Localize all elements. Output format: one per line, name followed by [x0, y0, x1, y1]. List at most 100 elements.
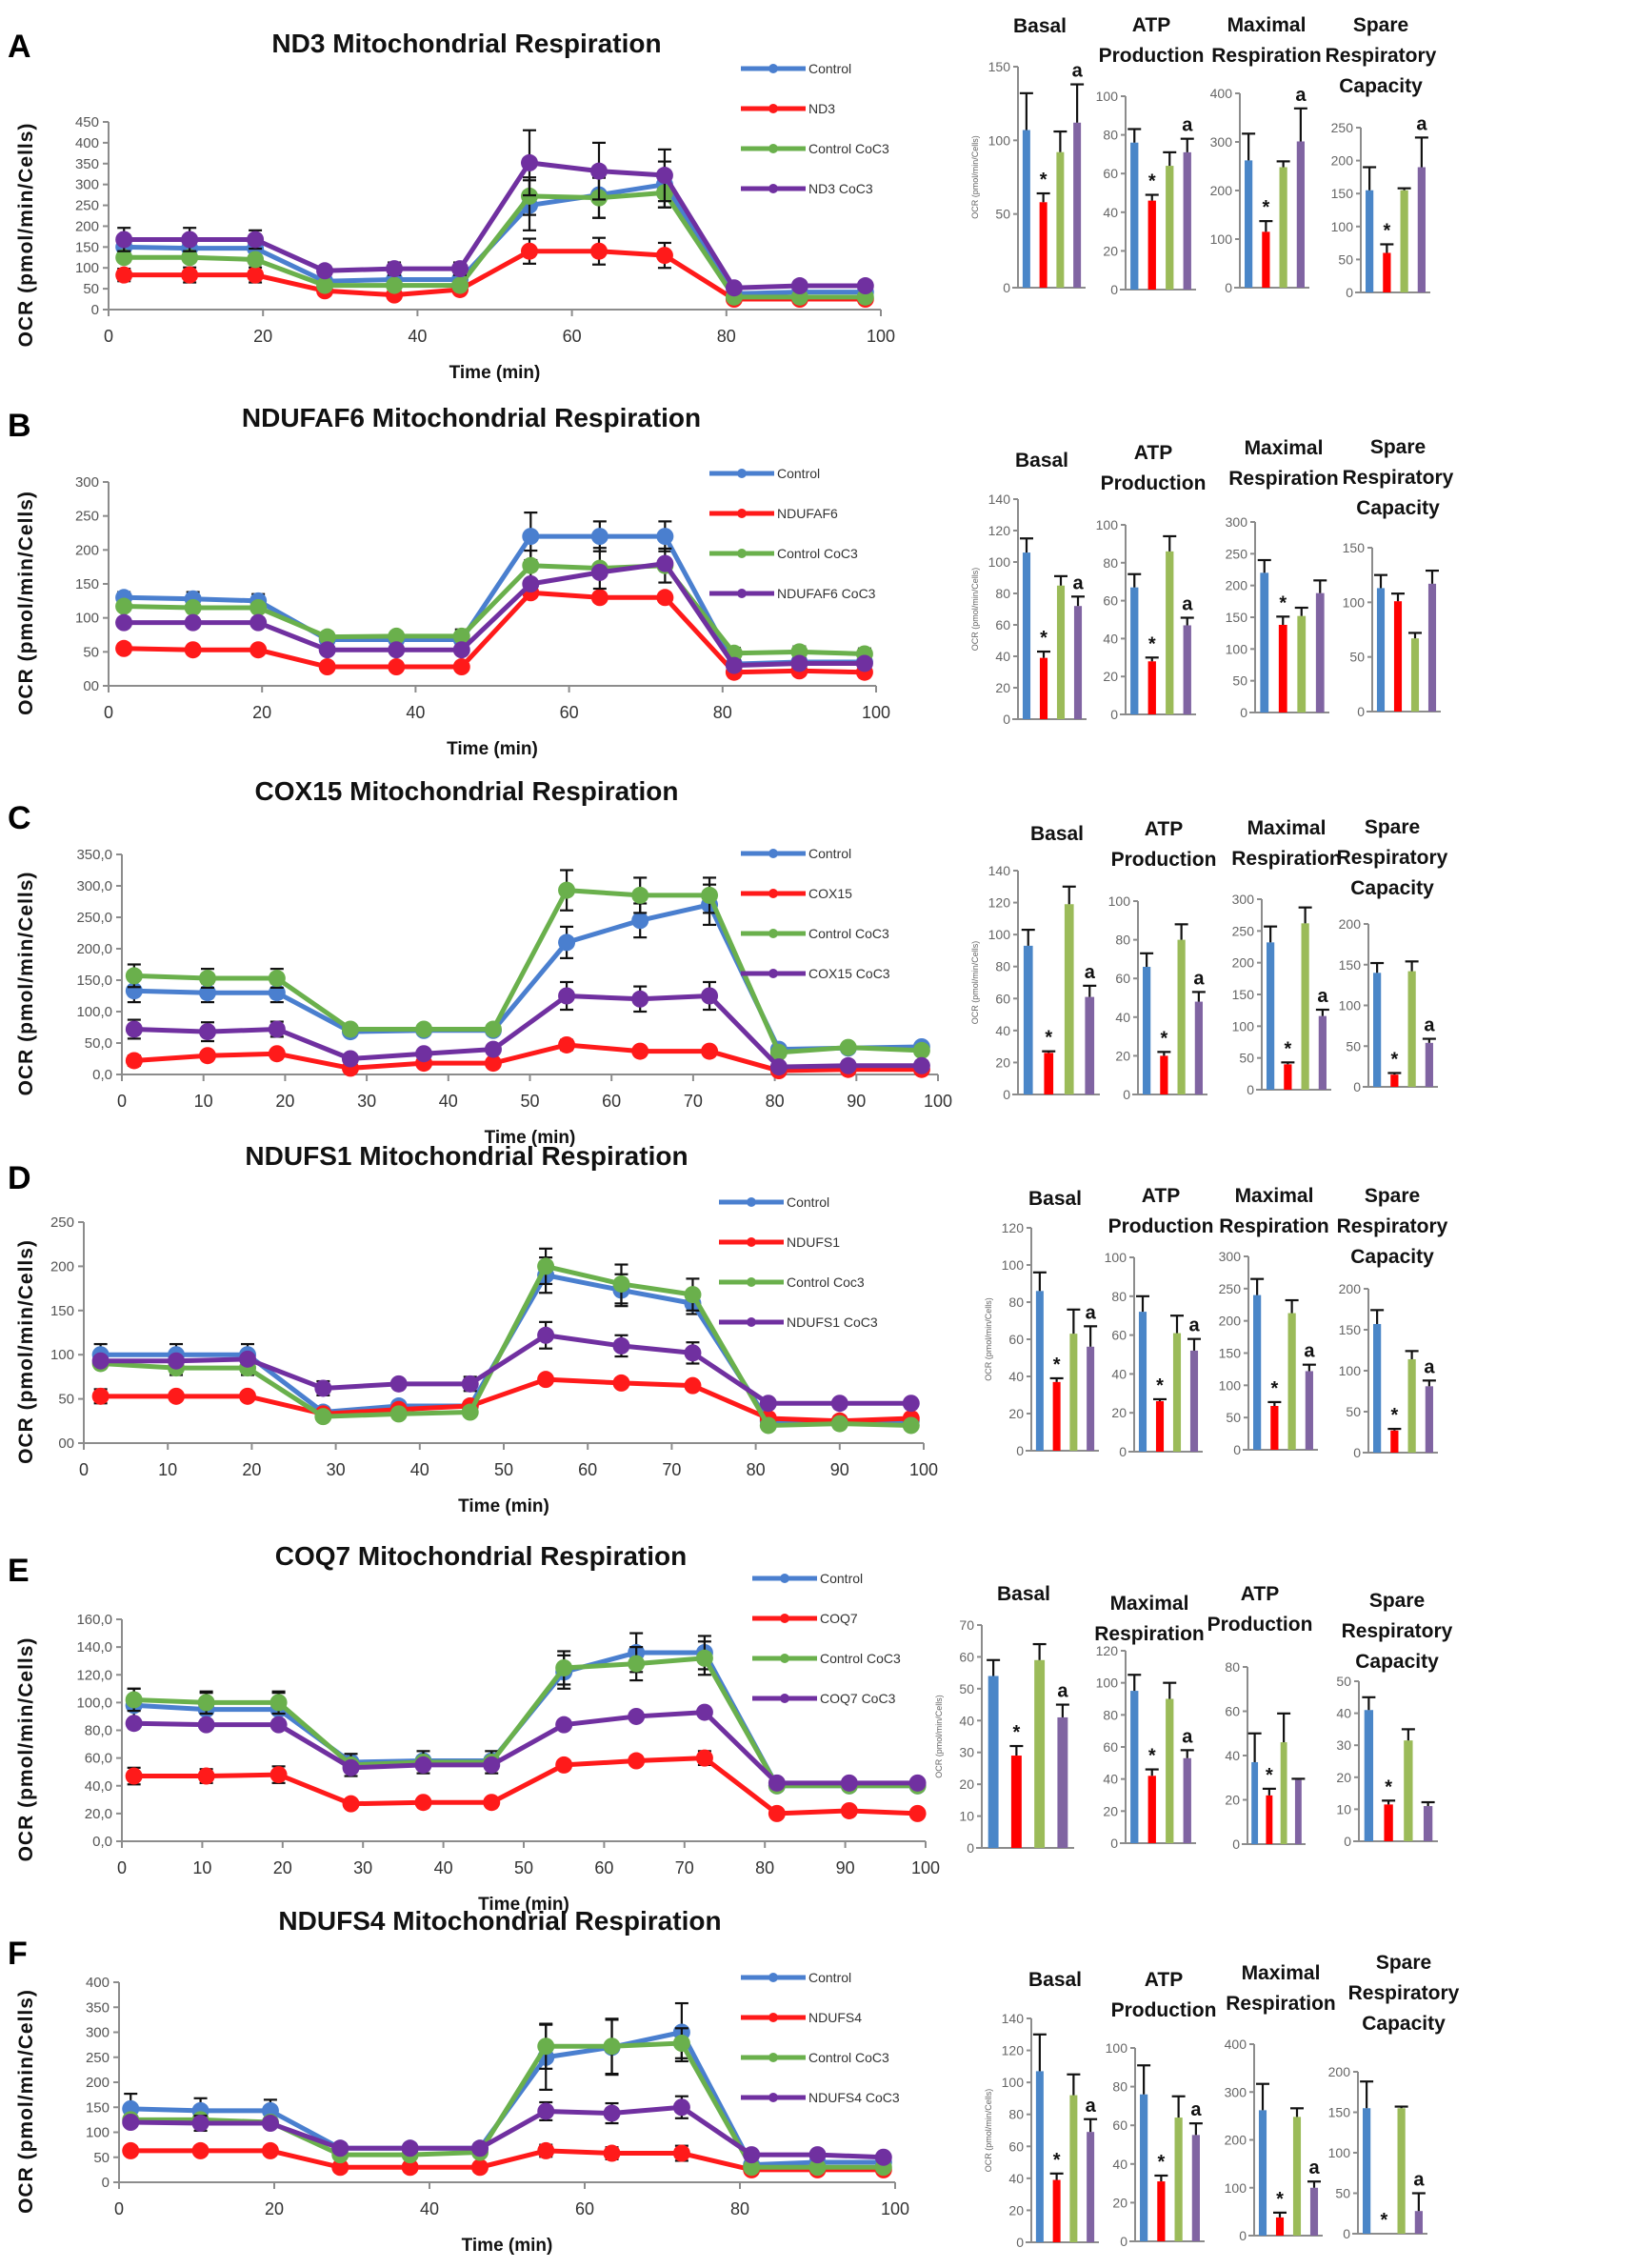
x-tick-label: 60: [560, 703, 579, 722]
x-tick-label: 90: [847, 1092, 866, 1111]
y-tick-label: 0: [1233, 1442, 1241, 1457]
data-point: [261, 2141, 279, 2159]
data-point: [247, 251, 265, 269]
data-point: [631, 1042, 649, 1060]
y-tick-label: 20: [1103, 243, 1118, 258]
legend-item: Control CoC3: [752, 1651, 901, 1666]
x-tick-label: 60: [602, 1092, 621, 1111]
y-tick-label: 100: [75, 611, 99, 627]
y-axis-title: OCR (pmol/min/Cells): [15, 1637, 37, 1862]
title-line: Spare: [1353, 14, 1408, 36]
title-line: Basal: [1013, 15, 1067, 37]
x-tick-label: 80: [747, 1460, 766, 1479]
y-tick-label: 40: [1111, 1366, 1127, 1381]
bar-chart-f-2: ATP Production 0 20 40 60 80 100 * a: [1106, 1969, 1217, 2249]
data-point: [612, 1374, 630, 1392]
data-point: [701, 987, 719, 1005]
y-tick-label: 50,0: [85, 1035, 112, 1052]
panel-letter: B: [8, 408, 31, 444]
y-tick-label: 200: [1226, 578, 1248, 593]
bar: [1305, 1371, 1313, 1450]
series-line: [124, 190, 866, 300]
data-point: [115, 597, 133, 615]
bar: [1172, 1333, 1182, 1452]
y-tick-label: 50: [995, 207, 1010, 222]
bar: [1023, 945, 1033, 1094]
data-point: [125, 1767, 143, 1785]
legend-label: Control CoC3: [820, 1651, 901, 1666]
data-point: [603, 2144, 621, 2162]
significance-star: *: [1148, 633, 1156, 654]
x-tick-label: 80: [755, 1858, 774, 1877]
significance-star: *: [1040, 628, 1047, 649]
bar: [1166, 551, 1174, 714]
y-tick-label: 80: [1008, 1295, 1024, 1310]
bar-chart-title: Spare Respiratory Capacity: [1342, 1590, 1453, 1673]
y-tick-label: 40: [1112, 2157, 1127, 2172]
legend-marker: [768, 104, 778, 113]
y-tick-label: 60: [1103, 593, 1118, 609]
legend-item: COX15: [741, 886, 852, 901]
y-tick-label: 400: [86, 1975, 110, 1991]
bar-chart-title: Basal: [1028, 1188, 1082, 1210]
data-point: [483, 1756, 501, 1774]
title-line: Capacity: [1362, 2013, 1446, 2035]
bar: [1140, 2094, 1148, 2241]
legend-item: NDUFS4: [741, 2010, 862, 2025]
legend-marker: [780, 1614, 789, 1623]
data-point: [484, 1020, 502, 1038]
x-tick-label: 10: [194, 1092, 213, 1111]
data-point: [840, 1801, 858, 1819]
line-chart-f: F NDUFS4 Mitochondrial Respiration 0 50 100 1…: [8, 1906, 909, 2256]
line-chart-e: E COQ7 Mitochondrial Respiration 0,0 20,0 40…: [8, 1541, 940, 1915]
y-tick-label: 50: [58, 1392, 74, 1408]
title-line: Spare: [1365, 816, 1420, 838]
data-point: [743, 2158, 761, 2177]
data-point: [238, 1387, 256, 1405]
legend-marker: [747, 1277, 756, 1287]
y-tick-label: 80: [1103, 128, 1118, 143]
x-tick-label: 20: [273, 1858, 292, 1877]
bar: [1039, 202, 1047, 288]
legend-label: Control: [820, 1571, 863, 1586]
panel-letter: E: [8, 1553, 30, 1589]
y-tick-label: 60: [1008, 2138, 1024, 2154]
bar: [1035, 1291, 1044, 1451]
bar-chart-d-1: Basal 0 20 40 60 80 100 120 OCR (pmol/min/Cells)…: [984, 1188, 1099, 1458]
bar-chart-e-2: Maximal Respiration 0 20 40 60 80 100 120 * a: [1094, 1593, 1205, 1851]
significance-letter: a: [1072, 572, 1084, 593]
bar-chart-title: Basal: [1030, 823, 1084, 845]
data-point: [537, 1371, 555, 1389]
y-tick-label: 0: [1003, 712, 1010, 727]
bar-chart-c-1: Basal 0 20 40 60 80 100 120 140 OCR (pmol/min/Cel…: [970, 823, 1100, 1102]
y-tick-label: 0: [1232, 1836, 1240, 1852]
title-line: Capacity: [1350, 877, 1434, 899]
bar-chart-a-1: Basal 0 50 100 150 OCR (pmol/min/Cells) * a: [970, 15, 1086, 295]
title-line: Spare: [1369, 1590, 1425, 1612]
series-mutant: [125, 1035, 930, 1080]
series-mutant: [91, 1371, 920, 1430]
legend-item: Control CoC3: [709, 546, 858, 561]
y-tick-label: 100: [1108, 893, 1131, 909]
y-tick-label: 0: [1110, 707, 1118, 722]
y-tick-label: 50: [1338, 251, 1353, 267]
y-tick-label: 200: [1225, 2133, 1247, 2148]
bar: [1143, 967, 1151, 1094]
data-point: [672, 2035, 690, 2053]
y-tick-label: 250: [75, 198, 99, 214]
y-tick-label: 100,0: [76, 1004, 112, 1020]
y-tick-label: 300: [75, 474, 99, 491]
y-tick-label: 50: [1336, 1674, 1351, 1689]
y-tick-label: 20: [1008, 2202, 1024, 2218]
data-point: [701, 886, 719, 904]
legend-item: COX15 CoC3: [741, 966, 890, 981]
bar-chart-e-1: Basal 0 10 20 30 40 50 60 70 OCR (pmol/min/Cells)…: [934, 1583, 1074, 1856]
data-point: [558, 881, 576, 899]
data-point: [839, 1056, 857, 1074]
title-line: ATP: [1145, 818, 1183, 840]
data-point: [318, 628, 336, 646]
data-point: [672, 2144, 690, 2162]
data-point: [386, 260, 404, 278]
bar-chart-e-3: ATP Production 0 20 40 60 80 *: [1207, 1583, 1313, 1852]
bar-chart-b-1: Basal 0 20 40 60 80 100 120 140 OCR (pmol/min/Cel…: [970, 450, 1087, 727]
